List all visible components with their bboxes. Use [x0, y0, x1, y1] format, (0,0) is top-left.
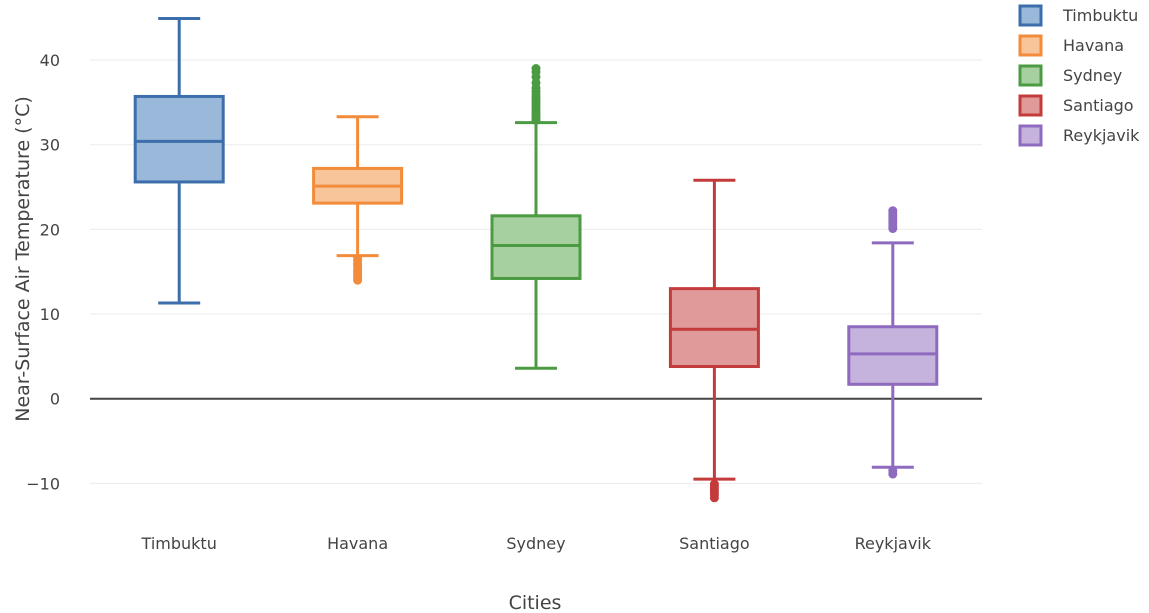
iqr-box — [668, 287, 760, 369]
x-tick-label: Timbuktu — [141, 534, 217, 553]
legend: Timbuktu Havana Sydney Santiago Reykjavik — [1018, 4, 1140, 147]
x-tick-label: Havana — [327, 534, 388, 553]
legend-item-havana: Havana — [1018, 34, 1124, 57]
legend-swatch — [1018, 94, 1043, 117]
legend-swatch — [1018, 64, 1043, 87]
y-tick-label: 0 — [50, 390, 60, 409]
outlier-point — [531, 64, 541, 73]
legend-label: Timbuktu — [1062, 6, 1138, 25]
iqr-box — [847, 325, 939, 386]
y-axis-ticks: −10 0 10 20 30 40 — [26, 51, 60, 493]
legend-swatch — [1018, 4, 1043, 27]
legend-label: Santiago — [1063, 96, 1134, 115]
legend-swatch — [1018, 124, 1043, 147]
y-tick-label: 20 — [40, 220, 60, 239]
legend-item-reykjavik: Reykjavik — [1018, 124, 1140, 147]
box-reykjavik — [847, 206, 939, 479]
legend-item-timbuktu: Timbuktu — [1018, 4, 1138, 27]
legend-item-santiago: Santiago — [1018, 94, 1134, 117]
outlier-point — [709, 493, 719, 503]
y-axis-title: Near-Surface Air Temperature (°C) — [12, 96, 34, 422]
y-tick-label: 30 — [40, 136, 60, 155]
x-tick-label: Sydney — [506, 534, 565, 553]
x-tick-label: Santiago — [679, 534, 750, 553]
outlier-point — [888, 469, 898, 479]
legend-label: Sydney — [1063, 66, 1122, 85]
legend-item-sydney: Sydney — [1018, 64, 1122, 87]
x-axis-ticks: Timbuktu Havana Sydney Santiago Reykjavik — [141, 534, 932, 553]
legend-label: Reykjavik — [1063, 126, 1140, 145]
x-axis-title: Cities — [509, 592, 562, 613]
outlier-point — [353, 275, 363, 285]
outlier-point — [888, 206, 898, 216]
y-tick-label: −10 — [26, 474, 60, 493]
legend-swatch — [1018, 34, 1043, 57]
iqr-box — [133, 94, 225, 184]
y-tick-label: 10 — [40, 305, 60, 324]
box-timbuktu — [133, 17, 225, 305]
iqr-box — [490, 214, 582, 280]
box-sydney — [490, 64, 582, 370]
legend-label: Havana — [1063, 36, 1124, 55]
x-tick-label: Reykjavik — [855, 534, 932, 553]
box-havana — [312, 115, 404, 285]
box-santiago — [668, 178, 760, 503]
boxes — [133, 17, 939, 503]
y-tick-label: 40 — [40, 51, 60, 70]
